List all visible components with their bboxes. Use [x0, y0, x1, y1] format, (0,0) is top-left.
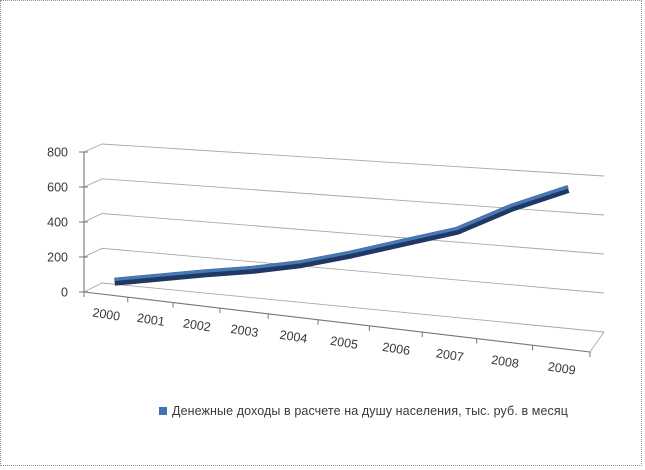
x-axis-label: 2002: [182, 316, 212, 334]
legend: Денежные доходы в расчете на душу населе…: [159, 404, 568, 418]
y-axis-label: 0: [61, 286, 68, 300]
series-marker-icon: [159, 407, 167, 415]
gridline-0: [83, 282, 605, 333]
x-axis-label: 2000: [91, 306, 121, 324]
series-line-highlight: [114, 185, 569, 281]
floor-right-edge: [589, 331, 605, 353]
x-axis-label: 2006: [381, 340, 411, 358]
series-line-body: [114, 185, 570, 286]
x-axis-label: 2001: [136, 311, 166, 329]
y-axis-label: 400: [47, 216, 68, 230]
legend-series-label: Денежные доходы в расчете на душу населе…: [172, 404, 568, 418]
x-axis-label: 2008: [490, 353, 520, 371]
gridline-600: [83, 178, 605, 216]
y-axis-label: 600: [47, 181, 68, 195]
x-axis: [83, 291, 591, 353]
x-axis-label: 2007: [435, 346, 465, 364]
gridline-800: [83, 143, 605, 177]
y-axis-label: 800: [47, 146, 68, 160]
y-axis-label: 200: [47, 251, 68, 265]
gridline-400: [83, 213, 605, 255]
x-axis-label: 2003: [230, 322, 260, 340]
x-axis-label: 2004: [279, 328, 309, 346]
x-axis-label: 2009: [547, 360, 577, 378]
gridline-200: [83, 247, 605, 294]
x-axis-label: 2005: [329, 334, 359, 352]
